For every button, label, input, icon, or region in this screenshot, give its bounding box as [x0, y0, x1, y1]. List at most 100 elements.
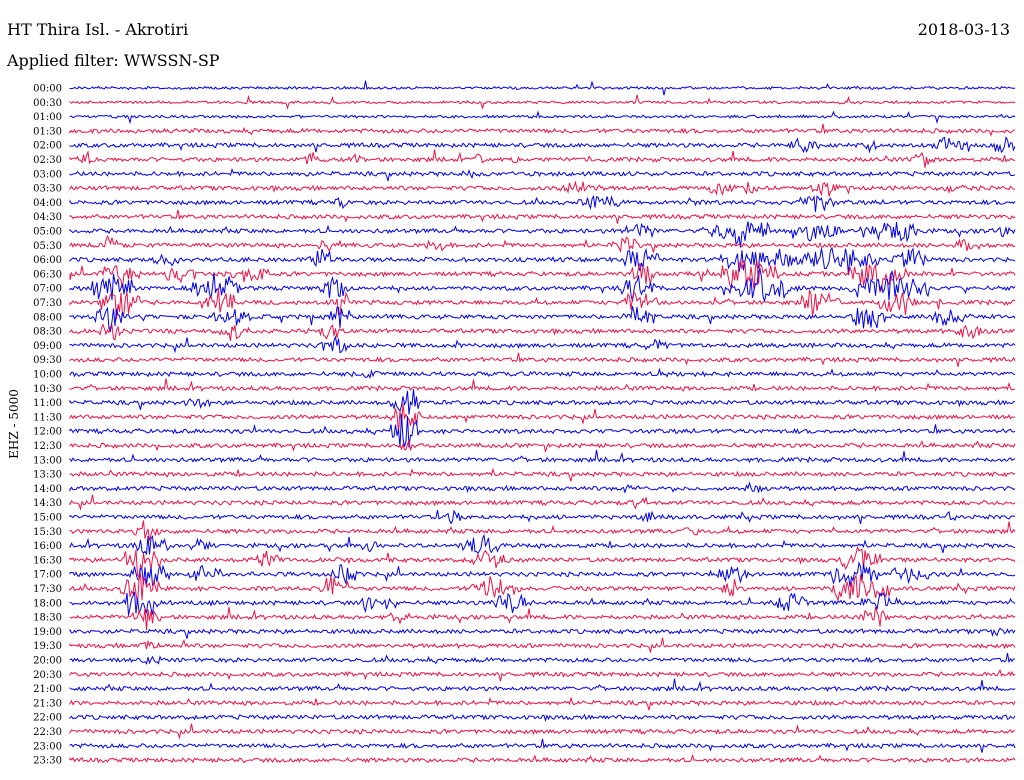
trace-row [69, 323, 1016, 341]
trace-row [69, 167, 1016, 182]
trace-row [69, 653, 1016, 665]
row-time-label: 06:00 [33, 255, 62, 266]
trace-row [69, 209, 1016, 224]
trace-row [69, 378, 1016, 392]
row-time-label: 15:00 [33, 513, 62, 524]
trace-row [69, 494, 1016, 511]
trace-row [69, 246, 1016, 276]
row-time-label: 22:30 [33, 727, 62, 738]
trace-row [69, 753, 1016, 764]
row-time-label: 10:00 [33, 370, 62, 381]
trace-row [69, 533, 1016, 556]
trace-row [69, 561, 1016, 587]
trace-row [69, 94, 1016, 110]
row-time-label: 00:30 [33, 98, 62, 109]
trace-row [69, 440, 1016, 453]
trace-row [69, 260, 1016, 294]
trace-row [69, 668, 1016, 682]
trace-row [69, 110, 1016, 125]
row-time-label: 12:00 [33, 427, 62, 438]
row-time-label: 16:30 [33, 555, 62, 566]
trace-row [69, 678, 1016, 693]
trace-row [69, 545, 1016, 579]
trace-row [69, 135, 1016, 154]
row-time-label: 18:00 [33, 598, 62, 609]
trace-row [69, 627, 1016, 639]
row-time-label: 00:00 [33, 84, 62, 95]
row-time-label: 06:30 [33, 269, 62, 280]
trace-row [69, 389, 1016, 415]
row-time-label: 09:30 [33, 355, 62, 366]
row-time-label: 10:30 [33, 384, 62, 395]
row-time-label: 07:00 [33, 284, 62, 295]
row-time-label: 21:30 [33, 698, 62, 709]
row-time-label: 14:30 [33, 498, 62, 509]
trace-row [69, 367, 1016, 379]
trace-row [69, 467, 1016, 482]
trace-row [69, 573, 1016, 604]
row-time-label: 11:00 [33, 398, 62, 409]
row-time-label: 02:00 [33, 141, 62, 152]
row-time-label: 02:30 [33, 155, 62, 166]
trace-row [69, 520, 1016, 541]
trace-row [69, 221, 1016, 248]
row-time-label: 19:30 [33, 641, 62, 652]
date-label: 2018-03-13 [917, 20, 1010, 39]
trace-row [69, 180, 1016, 197]
row-time-label: 01:30 [33, 126, 62, 137]
row-time-label: 22:00 [33, 713, 62, 724]
row-time-label: 19:00 [33, 627, 62, 638]
trace-row [69, 194, 1016, 213]
row-time-label: 04:30 [33, 212, 62, 223]
row-time-label: 13:30 [33, 470, 62, 481]
row-time-label: 04:00 [33, 198, 62, 209]
trace-row [69, 723, 1016, 740]
trace-row [69, 481, 1016, 494]
trace-row [69, 234, 1016, 254]
row-time-label: 20:30 [33, 670, 62, 681]
trace-row [69, 509, 1016, 525]
trace-row [69, 696, 1016, 711]
trace-row [69, 335, 1016, 354]
row-time-label: 03:00 [33, 169, 62, 180]
trace-row [69, 123, 1016, 137]
row-time-label: 14:00 [33, 484, 62, 495]
row-time-label: 17:00 [33, 570, 62, 581]
trace-row [69, 637, 1016, 654]
row-time-label: 18:30 [33, 613, 62, 624]
row-time-label: 12:30 [33, 441, 62, 452]
trace-row [69, 713, 1016, 722]
trace-row [69, 449, 1016, 464]
row-time-label: 23:30 [33, 756, 62, 767]
row-time-label: 13:00 [33, 455, 62, 466]
trace-row [69, 149, 1016, 168]
row-time-label: 01:00 [33, 112, 62, 123]
row-time-label: 17:30 [33, 584, 62, 595]
row-time-label: 09:00 [33, 341, 62, 352]
trace-row [69, 267, 1016, 302]
row-time-label: 23:00 [33, 741, 62, 752]
row-time-label: 08:00 [33, 312, 62, 323]
trace-row [69, 352, 1016, 367]
row-time-label: 05:00 [33, 227, 62, 238]
trace-row [69, 413, 1016, 448]
station-title: HT Thira Isl. - Akrotiri [7, 20, 189, 39]
trace-row [69, 403, 1016, 433]
trace-row [69, 738, 1016, 753]
trace-row [69, 606, 1016, 631]
row-time-label: 07:30 [33, 298, 62, 309]
trace-row [69, 80, 1016, 96]
row-time-label: 11:30 [33, 412, 62, 423]
trace-row [69, 306, 1016, 333]
row-time-label: 16:00 [33, 541, 62, 552]
row-time-label: 21:00 [33, 684, 62, 695]
row-time-label: 03:30 [33, 184, 62, 195]
row-time-label: 05:30 [33, 241, 62, 252]
row-time-label: 20:00 [33, 656, 62, 667]
trace-row [69, 591, 1016, 616]
row-time-label: 15:30 [33, 527, 62, 538]
trace-row [69, 288, 1016, 320]
row-time-label: 08:30 [33, 327, 62, 338]
